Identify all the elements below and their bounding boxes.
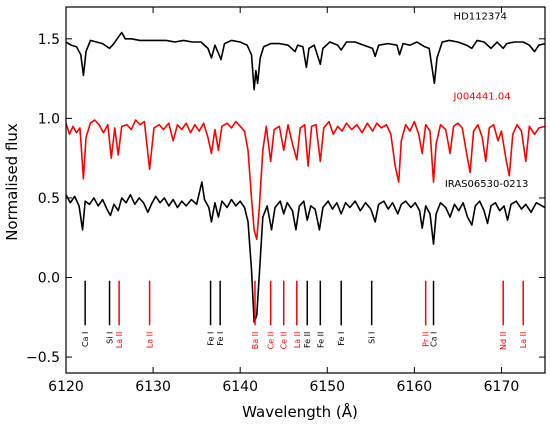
line-id-label-0: Ca I xyxy=(81,332,90,347)
x-axis-label: Wavelength (Å) xyxy=(242,402,358,421)
x-tick-label-5: 6170 xyxy=(484,379,520,395)
line-id-label-9: La II xyxy=(293,332,302,349)
y-tick-label-2: 0.5 xyxy=(38,191,60,207)
line-id-label-13: Si I xyxy=(368,332,377,344)
line-id-label-2: La II xyxy=(115,332,124,349)
line-id-label-15: Ca I xyxy=(430,332,439,347)
series-labels-layer: HD112374 J004441.04 IRAS06530-0213 xyxy=(445,12,529,190)
x-tick-label-4: 6160 xyxy=(397,379,433,395)
series-label-0: HD112374 xyxy=(454,12,507,23)
axes-layer: 6120 6130 6140 6150 6160 6170 −0.5 0.0 0.5 1.0 1.5 xyxy=(26,6,546,395)
line-id-label-11: Fe II xyxy=(316,332,325,348)
line-id-label-1: Si I xyxy=(106,332,115,344)
x-tick-label-3: 6150 xyxy=(309,379,345,395)
line-id-label-14: Pr II xyxy=(422,332,431,347)
line-id-label-16: Nd II xyxy=(499,332,508,350)
line-id-label-4: Fe I xyxy=(207,332,216,346)
series-label-2: IRAS06530-0213 xyxy=(445,179,529,190)
y-tick-label-3: 1.0 xyxy=(38,111,60,127)
plot-frame xyxy=(65,6,546,374)
y-tick-label-1: 0.0 xyxy=(38,271,60,287)
line-id-label-10: Fe II xyxy=(303,332,312,348)
line-id-label-3: La II xyxy=(146,332,155,349)
line-id-label-5: Fe I xyxy=(216,332,225,346)
line-id-label-17: La II xyxy=(519,332,528,349)
series-layer xyxy=(66,31,545,323)
x-tick-label-1: 6130 xyxy=(135,379,171,395)
line-id-label-7: Ce II xyxy=(267,332,276,350)
spectrum-line-2 xyxy=(66,181,545,323)
line-identification-layer: Ca I Si I La II La II Fe I Fe I Ba II Ce II Ce I… xyxy=(81,280,528,350)
y-axis-label: Normalised flux xyxy=(3,123,21,241)
y-tick-label-4: 1.5 xyxy=(38,32,60,48)
x-tick-label-0: 6120 xyxy=(48,379,84,395)
line-id-label-12: Fe I xyxy=(337,332,346,346)
spectrum-line-0 xyxy=(66,31,545,91)
series-label-1: J004441.04 xyxy=(453,91,511,102)
spectrum-line-1 xyxy=(66,119,545,241)
line-id-label-6: Ba II xyxy=(251,332,260,350)
x-tick-label-2: 6140 xyxy=(222,379,258,395)
y-tick-label-0: −0.5 xyxy=(26,350,60,366)
line-id-label-8: Ce II xyxy=(280,332,289,350)
